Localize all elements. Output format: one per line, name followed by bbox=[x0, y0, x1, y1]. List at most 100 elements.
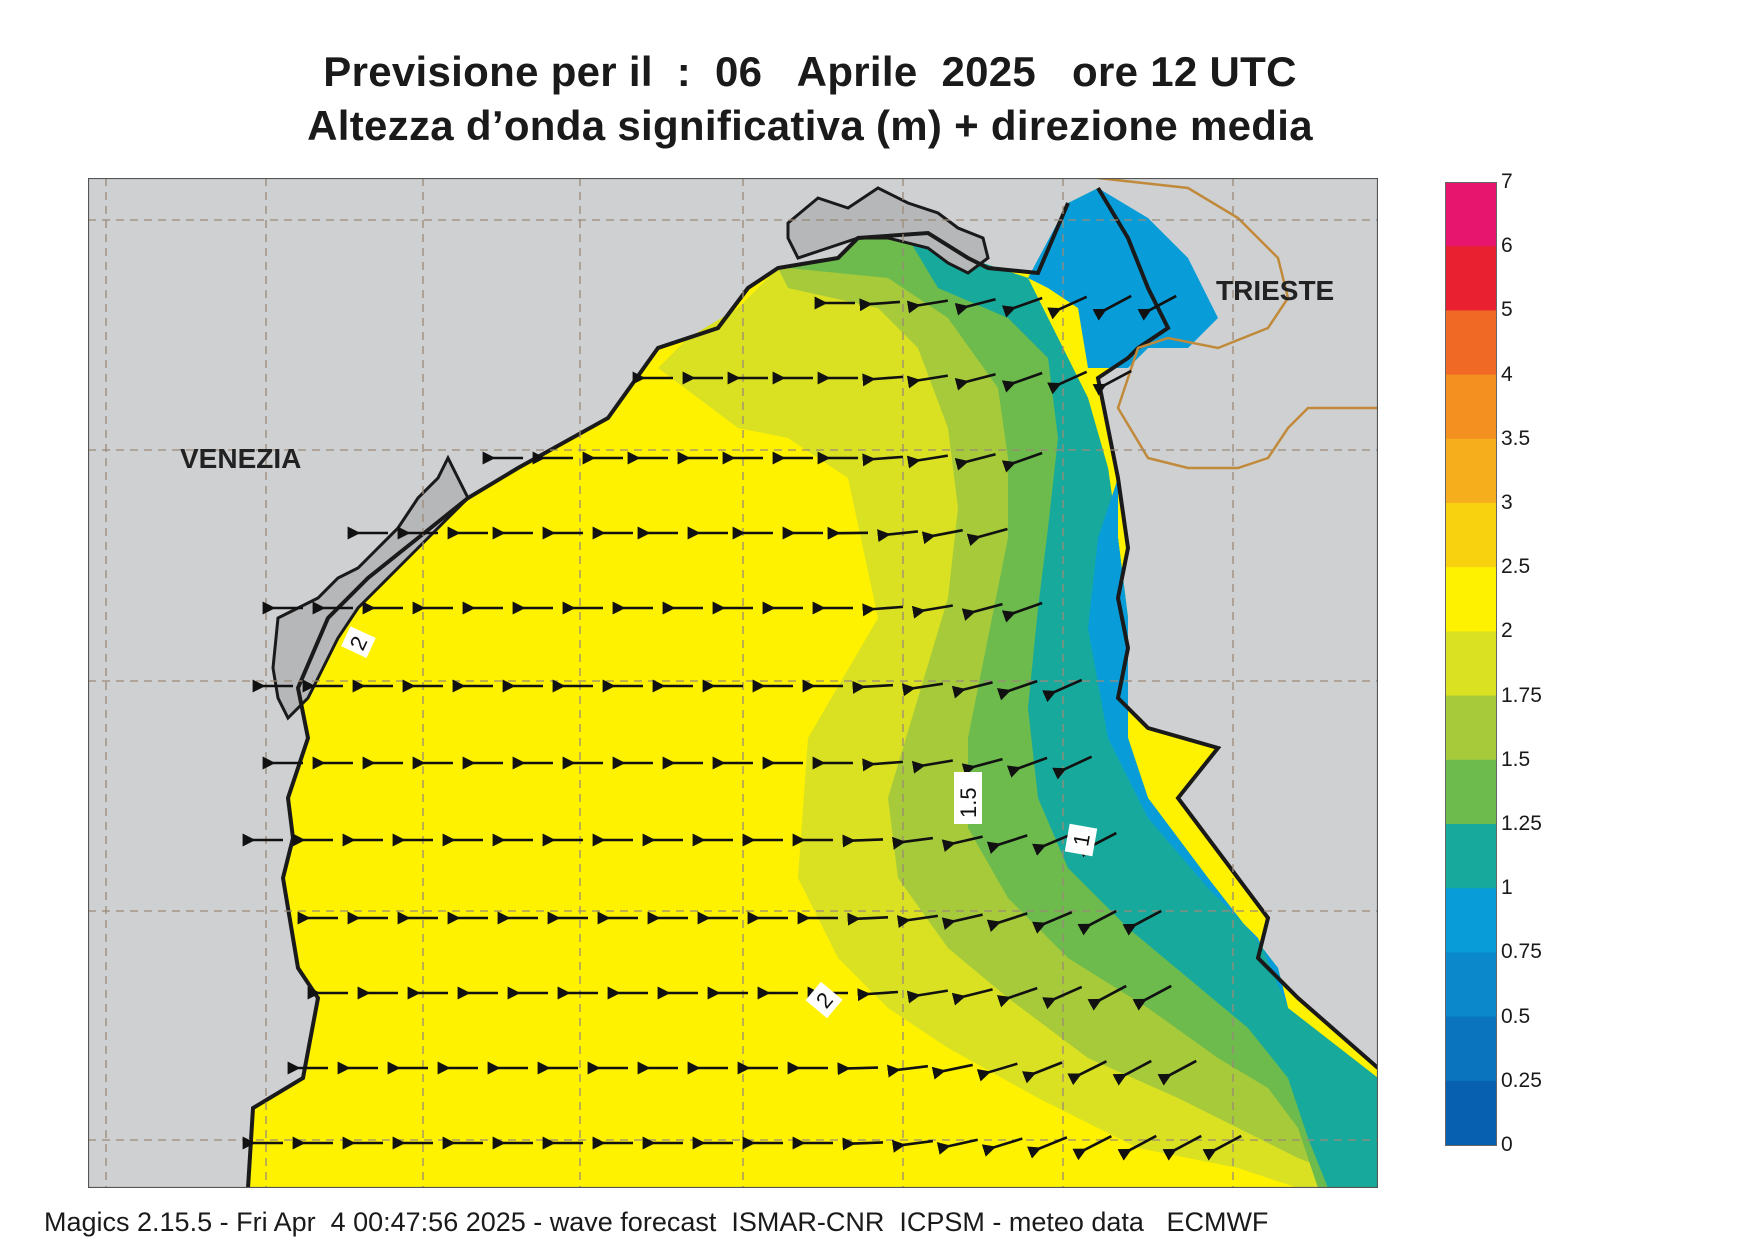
wave-direction-arrow bbox=[1032, 911, 1073, 934]
legend-label: 1 bbox=[1501, 876, 1513, 900]
wave-direction-arrow bbox=[837, 1062, 879, 1076]
wave-direction-arrow bbox=[1001, 371, 1043, 393]
legend-swatch bbox=[1446, 952, 1496, 1018]
legend-swatch bbox=[1446, 567, 1496, 632]
wave-direction-arrow bbox=[936, 1138, 978, 1155]
wave-direction-arrow bbox=[862, 758, 904, 772]
variable-title: Altezza d’onda significativa (m) + direz… bbox=[307, 102, 1313, 149]
legend-label: 6 bbox=[1501, 234, 1513, 258]
wave-direction-arrow bbox=[931, 1063, 973, 1080]
footer-credits: Magics 2.15.5 - Fri Apr 4 00:47:56 2025 … bbox=[44, 1207, 1269, 1237]
wave-direction-arrow bbox=[852, 680, 894, 694]
wave-direction-arrow bbox=[1112, 1059, 1152, 1086]
wave-direction-arrow bbox=[1027, 1136, 1068, 1159]
legend-swatch bbox=[1446, 824, 1496, 889]
wave-direction-arrow bbox=[906, 454, 949, 469]
wave-direction-arrow bbox=[1047, 295, 1088, 320]
wave-direction-arrow bbox=[1132, 984, 1172, 1011]
wave-direction-arrow bbox=[842, 834, 884, 848]
wave-direction-arrow bbox=[1162, 1134, 1202, 1161]
legend-label: 0.75 bbox=[1501, 940, 1542, 964]
wave-direction-arrow bbox=[1047, 370, 1088, 395]
wave-direction-arrow bbox=[954, 373, 996, 391]
legend-swatch bbox=[1446, 1016, 1496, 1082]
country-border bbox=[1097, 178, 1378, 470]
wave-direction-arrow bbox=[1092, 369, 1132, 396]
wave-direction-arrow bbox=[941, 913, 983, 931]
legend-label: 3 bbox=[1501, 491, 1513, 514]
wave-direction-arrow bbox=[1006, 756, 1048, 778]
wave-direction-arrow bbox=[842, 1137, 884, 1151]
wave-direction-arrow bbox=[1122, 909, 1162, 936]
legend-swatch bbox=[1446, 888, 1496, 953]
legend-label: 2 bbox=[1501, 619, 1513, 643]
legend-swatch bbox=[1446, 1080, 1496, 1146]
color-legend bbox=[1445, 182, 1497, 1146]
wave-height-map: VENEZIA TRIESTE 2 1.5 1 2 bbox=[88, 178, 1378, 1188]
wave-direction-arrow bbox=[1137, 294, 1177, 321]
italian-coastline bbox=[246, 202, 1070, 1188]
legend-label: 1.75 bbox=[1501, 683, 1542, 707]
legend-swatch bbox=[1446, 310, 1496, 376]
legend-swatch bbox=[1446, 759, 1496, 825]
wave-direction-arrow bbox=[911, 759, 954, 774]
wave-direction-arrow bbox=[1157, 1059, 1197, 1086]
wave-direction-arrow bbox=[1077, 909, 1117, 936]
wave-direction-arrow bbox=[951, 681, 993, 699]
wave-direction-arrow bbox=[961, 602, 1003, 621]
wave-direction-arrow bbox=[877, 529, 919, 543]
legend-swatch bbox=[1446, 631, 1496, 697]
legend-swatch bbox=[1446, 438, 1496, 504]
wave-direction-arrow bbox=[1052, 755, 1093, 780]
contour-label-1: 1 bbox=[1064, 823, 1098, 857]
wave-direction-arrow bbox=[1067, 1060, 1108, 1086]
wave-direction-arrow bbox=[862, 373, 904, 387]
wave-direction-arrow bbox=[941, 835, 983, 853]
legend-swatch bbox=[1446, 246, 1496, 311]
map-frame bbox=[88, 178, 1378, 1188]
contour-label-1.5: 1.5 bbox=[954, 772, 982, 824]
wave-direction-arrow bbox=[906, 989, 949, 1004]
legend-swatch bbox=[1446, 695, 1496, 761]
wave-direction-arrow bbox=[1072, 1135, 1112, 1161]
wave-direction-arrow bbox=[921, 528, 963, 545]
wave-direction-arrow bbox=[1032, 833, 1073, 856]
wave-direction-arrow bbox=[857, 988, 899, 1002]
wave-direction-arrow bbox=[886, 1064, 929, 1078]
wave-direction-arrow bbox=[1042, 985, 1083, 1010]
wave-direction-arrow bbox=[891, 1139, 934, 1153]
legend-label: 3.5 bbox=[1501, 426, 1531, 450]
wave-direction-arrow bbox=[1087, 984, 1127, 1011]
wave-direction-arrow bbox=[961, 757, 1003, 776]
wave-direction-arrow bbox=[911, 604, 954, 619]
wave-direction-arrow bbox=[896, 914, 939, 929]
legend-swatch bbox=[1446, 503, 1496, 568]
wave-direction-arrow bbox=[951, 988, 993, 1006]
wave-direction-arrow bbox=[954, 298, 996, 316]
wave-direction-arrow bbox=[906, 299, 949, 314]
wave-direction-arrow bbox=[1001, 451, 1043, 473]
wave-direction-arrow bbox=[996, 679, 1038, 701]
wave-direction-arrow bbox=[996, 986, 1038, 1008]
wave-direction-arrow bbox=[1117, 1134, 1157, 1161]
city-label-venezia: VENEZIA bbox=[180, 443, 301, 474]
wave-direction-arrow bbox=[862, 453, 904, 467]
istria-coastline bbox=[1095, 186, 1378, 1070]
wave-direction-arrow bbox=[862, 603, 904, 617]
forecast-date-title: Previsione per il : 06 Aprile 2025 ore 1… bbox=[323, 48, 1297, 95]
legend-frame bbox=[1445, 182, 1497, 1146]
legend-label: 1.5 bbox=[1501, 747, 1531, 771]
legend-label: 0.25 bbox=[1501, 1068, 1542, 1092]
sea-zone-trieste-gulf bbox=[1028, 188, 1218, 368]
wave-direction-arrow bbox=[1001, 296, 1043, 318]
legend-label: 5 bbox=[1501, 298, 1513, 322]
legend-label: 2.5 bbox=[1501, 555, 1531, 579]
contour-label-2-left: 2 bbox=[341, 626, 376, 658]
wave-direction-arrow bbox=[901, 682, 944, 697]
legend-swatch bbox=[1446, 182, 1496, 247]
wave-direction-arrow bbox=[891, 836, 934, 850]
contour-label-1-text: 1 bbox=[1068, 832, 1095, 848]
city-label-trieste: TRIESTE bbox=[1216, 275, 1334, 306]
wave-direction-arrow bbox=[1021, 1061, 1063, 1084]
legend-label: 0.5 bbox=[1501, 1004, 1531, 1028]
